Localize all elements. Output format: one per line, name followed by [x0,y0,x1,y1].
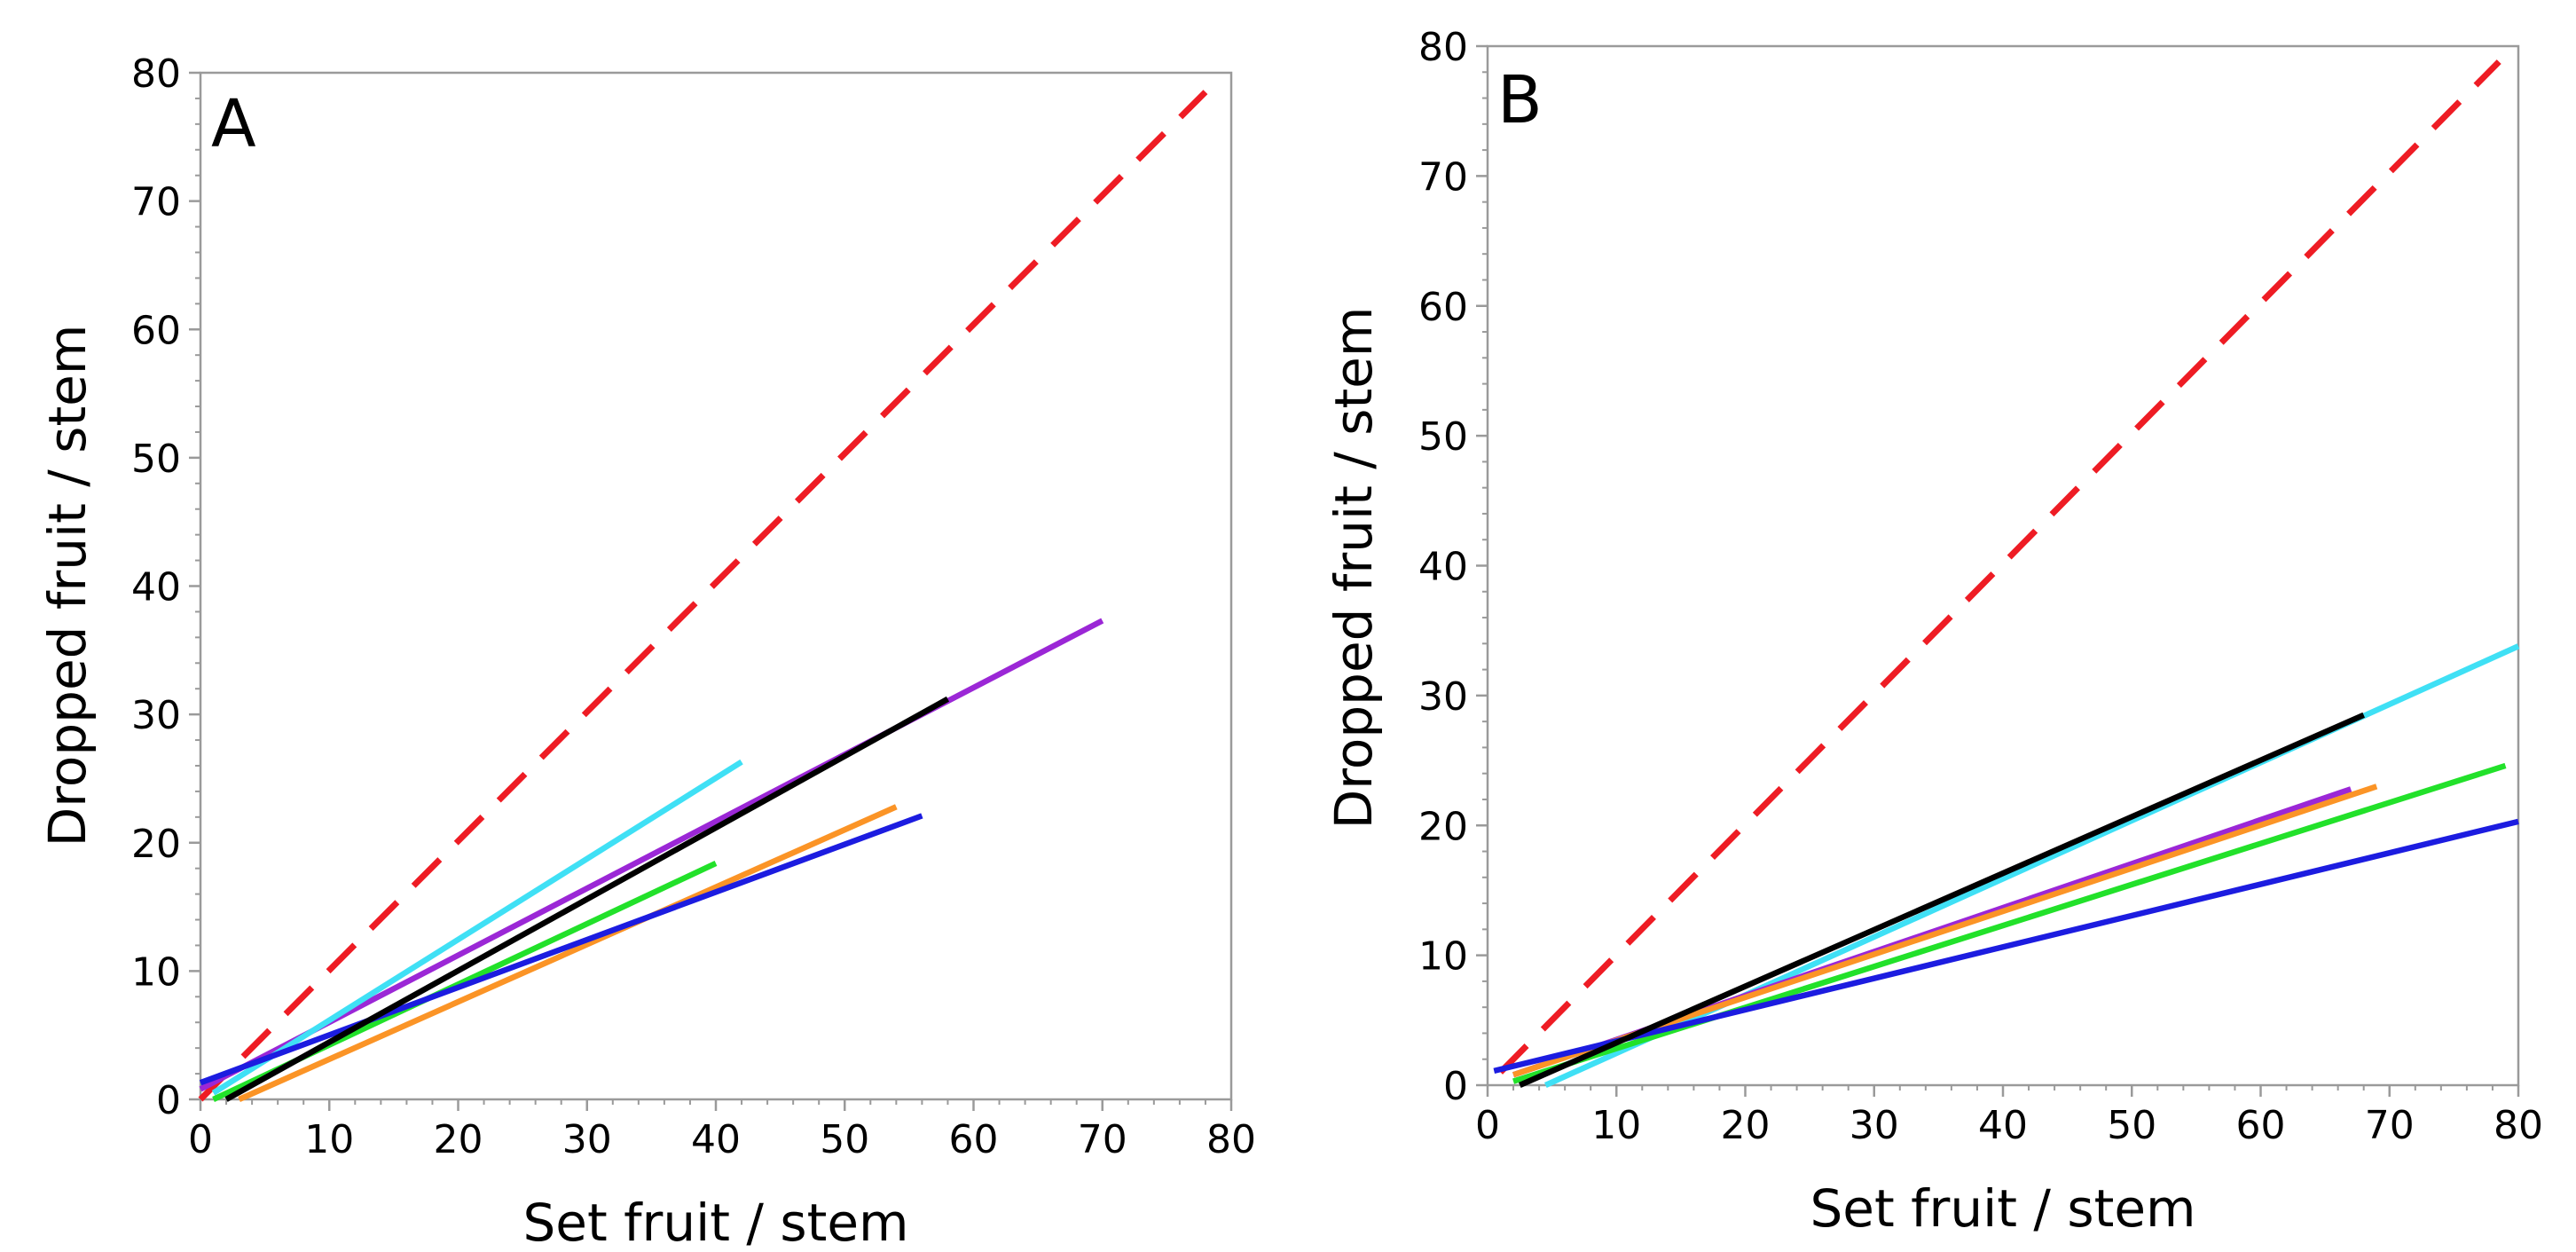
panel-b-y-tick-label-70: 70 [1418,154,1468,200]
panel-b-series-blue-line [1493,818,2519,1075]
panel-b: 0 10 20 30 40 50 60 70 80 0 10 20 30 40 50 60 70 80 B Se… [1323,25,2543,1239]
panel-a-y-tick-label-20: 20 [131,822,181,867]
panel-b-major-ticks [1476,44,2520,1097]
panel-a-x-axis-label: Set fruit / stem [522,1193,908,1252]
panel-a-x-tick-label-30: 30 [562,1117,612,1162]
panel-b-y-tick-label-60: 60 [1418,285,1468,330]
panel-a-y-axis-label: Dropped fruit / stem [37,325,98,847]
panel-b-x-axis-label: Set fruit / stem [1810,1178,2195,1239]
panel-a-y-tick-label-10: 10 [131,949,181,995]
panel-b-series-green-line [1512,762,2507,1084]
panel-a-series-blue-line [199,813,923,1086]
panel-a-x-tick-label-40: 40 [691,1117,741,1162]
panel-b-y-tick-label-20: 20 [1418,804,1468,849]
panel-b-series-1-1-reference-line [1498,59,2501,1075]
panel-b-series-cyan-line [1544,643,2520,1088]
panel-b-x-tick-label-60: 60 [2236,1103,2286,1148]
panel-b-series [1493,59,2520,1088]
panel-a-y-tick-label-70: 70 [131,180,181,225]
panel-b-x-tick-label-40: 40 [1978,1103,2028,1148]
panel-a-series-cyan-line [211,759,743,1096]
panel-b-minor-ticks [1482,71,2494,1091]
panel-a-x-tick-label-10: 10 [304,1117,354,1162]
panel-a-x-tick-labels: 0 10 20 30 40 50 60 70 80 [188,1117,1256,1162]
panel-a-y-tick-label-50: 50 [131,437,181,482]
panel-b-y-axis-label: Dropped fruit / stem [1323,307,1384,830]
panel-a-x-tick-label-20: 20 [434,1117,483,1162]
panel-b-x-tick-label-50: 50 [2107,1103,2156,1148]
panel-b-x-tick-labels: 0 10 20 30 40 50 60 70 80 [1475,1103,2543,1148]
panel-a-x-tick-label-60: 60 [949,1117,999,1162]
panel-a-x-tick-label-80: 80 [1206,1117,1256,1162]
panel-b-y-tick-label-80: 80 [1418,25,1468,70]
panel-b-y-tick-label-0: 0 [1443,1064,1468,1109]
panel-a-y-tick-label-0: 0 [156,1078,181,1123]
panel-a: 0 10 20 30 40 50 60 70 80 0 10 20 30 40 50 60 70 80 A Se… [37,51,1256,1252]
panel-b-x-tick-label-10: 10 [1591,1103,1641,1148]
panel-b-series-black-line [1519,712,2366,1088]
panel-b-x-tick-label-80: 80 [2494,1103,2543,1148]
panel-a-series-orange-line [238,804,898,1102]
panel-b-x-tick-label-0: 0 [1475,1103,1500,1148]
panel-a-series-purple-line [199,618,1104,1092]
panel-a-major-ticks [189,71,1233,1111]
panel-a-minor-ticks [195,97,1206,1105]
panel-a-y-tick-label-40: 40 [131,565,181,610]
panel-b-y-tick-label-40: 40 [1418,545,1468,590]
panel-b-y-tick-label-10: 10 [1418,934,1468,980]
panel-a-series [198,90,1208,1102]
panel-b-x-tick-label-20: 20 [1721,1103,1771,1148]
panel-a-x-tick-label-50: 50 [820,1117,869,1162]
panel-a-y-tick-label-80: 80 [131,51,181,97]
panel-a-series-black-line [224,696,950,1102]
panel-b-y-tick-label-50: 50 [1418,414,1468,460]
panel-b-y-tick-label-30: 30 [1418,674,1468,720]
panel-b-label: B [1497,62,1543,138]
panel-a-y-tick-labels: 0 10 20 30 40 50 60 70 80 [131,51,181,1123]
panel-a-series-1-1-reference-line [198,90,1208,1102]
panel-a-y-tick-label-60: 60 [131,308,181,353]
panel-a-y-tick-label-30: 30 [131,693,181,738]
panel-b-x-tick-label-30: 30 [1850,1103,1899,1148]
panel-a-label: A [211,86,256,162]
panel-b-y-tick-labels: 0 10 20 30 40 50 60 70 80 [1418,25,1468,1109]
panel-b-x-tick-label-70: 70 [2365,1103,2415,1148]
panel-a-x-tick-label-0: 0 [188,1117,213,1162]
panel-a-x-tick-label-70: 70 [1078,1117,1127,1162]
